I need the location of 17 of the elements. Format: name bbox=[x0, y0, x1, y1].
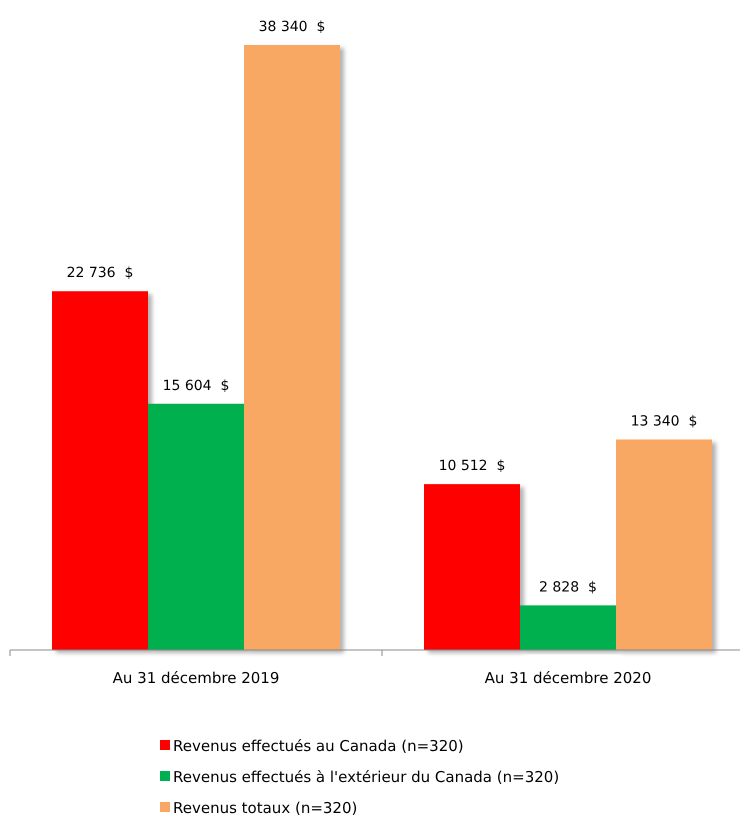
data-label: 10 512 $ bbox=[438, 458, 506, 474]
data-label: 2 828 $ bbox=[539, 579, 597, 596]
bar bbox=[148, 404, 244, 650]
bar bbox=[244, 45, 340, 650]
x-tick-label: Au 31 décembre 2019 bbox=[112, 669, 280, 687]
bar bbox=[52, 291, 148, 650]
bar bbox=[520, 605, 616, 650]
data-label: 13 340 $ bbox=[630, 413, 698, 430]
x-tick-label: Au 31 décembre 2020 bbox=[484, 669, 652, 687]
data-label: 38 340 $ bbox=[258, 19, 326, 35]
legend-label: Revenus totaux (n=320) bbox=[173, 799, 358, 817]
legend-label: Revenus effectués au Canada (n=320) bbox=[173, 737, 464, 755]
data-label: 22 736 $ bbox=[66, 265, 134, 282]
bar bbox=[616, 439, 712, 650]
bar bbox=[424, 484, 520, 650]
legend-label: Revenus effectués à l'extérieur du Canada (n=320) bbox=[173, 768, 560, 786]
data-label: 15 604 $ bbox=[162, 378, 230, 394]
